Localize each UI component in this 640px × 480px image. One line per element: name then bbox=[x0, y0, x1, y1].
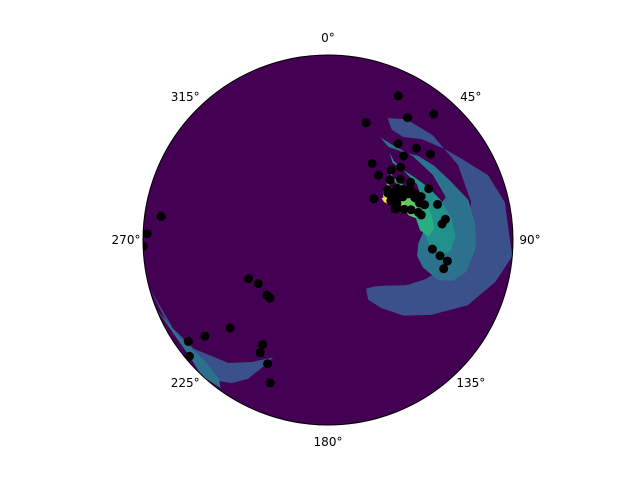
data-point-46 bbox=[385, 175, 395, 185]
theta-tick-label-4: 180° bbox=[314, 435, 343, 449]
data-point-38 bbox=[439, 264, 449, 274]
theta-tick-label-3: 135° bbox=[456, 376, 485, 390]
data-point-54 bbox=[225, 323, 235, 333]
data-point-20 bbox=[399, 151, 409, 161]
scatter-points bbox=[143, 91, 452, 388]
data-point-40 bbox=[412, 143, 421, 153]
data-point-17 bbox=[392, 183, 402, 193]
data-point-35 bbox=[427, 244, 437, 254]
theta-tick-label-5: 225° bbox=[171, 376, 200, 390]
theta-tick-label-1: 45° bbox=[460, 90, 481, 104]
data-point-3 bbox=[403, 113, 412, 123]
data-point-19 bbox=[396, 162, 406, 172]
theta-tick-label-2: 90° bbox=[519, 233, 540, 247]
theta-tick-label-6: 270° bbox=[112, 233, 141, 247]
data-point-2 bbox=[393, 139, 403, 148]
theta-tick-label-0: 0° bbox=[321, 31, 335, 45]
data-point-57 bbox=[263, 359, 273, 369]
data-point-62 bbox=[265, 293, 275, 303]
data-point-53 bbox=[184, 351, 194, 361]
data-point-18 bbox=[395, 174, 405, 184]
data-point-55 bbox=[255, 348, 265, 358]
data-point-51 bbox=[183, 337, 193, 346]
theta-tick-labels: 0° 45° 90° 135° 180° 225° 270° 315° bbox=[112, 31, 541, 449]
data-point-44 bbox=[369, 194, 379, 204]
data-point-52 bbox=[200, 331, 210, 341]
data-point-34 bbox=[437, 219, 447, 229]
contour-level-6-7 bbox=[383, 188, 408, 210]
data-point-42 bbox=[406, 205, 416, 215]
data-point-41 bbox=[390, 204, 400, 214]
data-point-60 bbox=[244, 274, 254, 284]
contour-level-1-0 bbox=[366, 118, 513, 316]
data-point-45 bbox=[374, 170, 384, 180]
data-point-48 bbox=[156, 212, 166, 221]
data-point-16 bbox=[386, 196, 396, 206]
chart-area bbox=[142, 54, 514, 426]
data-point-36 bbox=[435, 251, 445, 261]
data-point-26 bbox=[420, 200, 430, 210]
data-point-39 bbox=[399, 204, 409, 214]
data-point-0 bbox=[429, 109, 439, 119]
data-point-1 bbox=[425, 149, 435, 159]
data-point-43 bbox=[383, 185, 393, 195]
data-point-49 bbox=[143, 229, 152, 239]
theta-tick-label-7: 315° bbox=[171, 90, 200, 104]
data-point-6 bbox=[367, 159, 377, 168]
data-point-29 bbox=[405, 184, 415, 194]
data-point-37 bbox=[442, 256, 452, 266]
data-point-32 bbox=[433, 199, 442, 209]
data-point-5 bbox=[361, 118, 371, 128]
contour-level-1-1 bbox=[149, 287, 274, 384]
data-point-30 bbox=[406, 177, 415, 187]
data-point-47 bbox=[386, 165, 396, 175]
data-point-31 bbox=[424, 184, 434, 194]
data-point-4 bbox=[393, 91, 403, 101]
polar-frame bbox=[142, 54, 514, 426]
data-point-56 bbox=[258, 340, 268, 350]
data-point-25 bbox=[416, 210, 426, 220]
contour-level-2-3 bbox=[156, 309, 221, 388]
data-point-61 bbox=[253, 279, 263, 289]
data-point-58 bbox=[265, 378, 275, 388]
contour-level-3-4 bbox=[389, 152, 456, 256]
